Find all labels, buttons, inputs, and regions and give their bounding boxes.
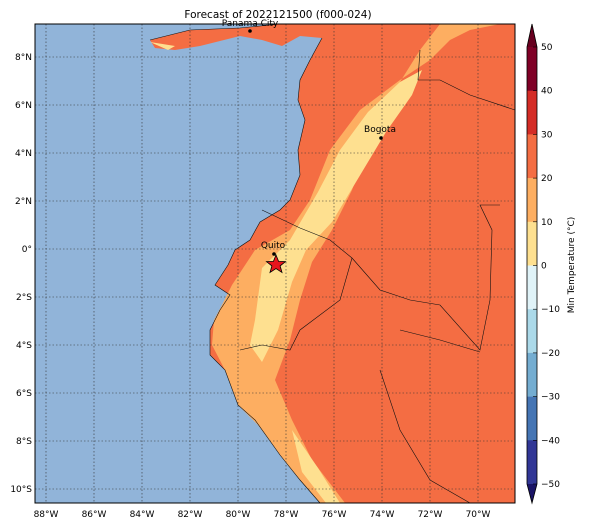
lat-label: 10°S <box>10 485 32 495</box>
lat-label: 4°N <box>15 149 32 159</box>
colorbar-tick-label: 10 <box>541 218 553 228</box>
graticule <box>35 24 515 503</box>
lat-label: 8°S <box>16 437 32 447</box>
lat-label: 4°S <box>16 341 32 351</box>
lon-label: 70°W <box>466 510 491 520</box>
colorbar-band <box>527 221 537 266</box>
colorbar-band <box>527 309 537 354</box>
location-star <box>265 253 287 274</box>
lat-label: 0° <box>22 245 32 255</box>
colorbar-band <box>527 178 537 223</box>
lat-label: 6°S <box>16 389 32 399</box>
colorbar-extend-bottom <box>527 484 537 503</box>
colorbar-tick-label: 20 <box>541 174 553 184</box>
colorbar-tick-label: −50 <box>541 480 560 490</box>
colorbar-tick-label: −10 <box>541 305 560 315</box>
colorbar-tick-label: 40 <box>541 87 553 97</box>
colorbar-tick-label: −30 <box>541 393 560 403</box>
city-dot <box>272 252 276 256</box>
lat-label: 8°N <box>15 53 32 63</box>
lon-label: 82°W <box>178 510 203 520</box>
city-dot <box>379 136 383 140</box>
colorbar-tick-label: 0 <box>541 262 547 272</box>
colorbar-band <box>527 90 537 135</box>
colorbar-band <box>527 396 537 441</box>
colorbar-label: Min Temperature (°C) <box>567 217 577 314</box>
lon-label: 76°W <box>322 510 347 520</box>
colorbar-band <box>527 47 537 91</box>
colorbar-band <box>527 265 537 310</box>
lat-label: 2°S <box>16 293 32 303</box>
colorbar-extend-top <box>527 24 537 47</box>
lat-label: 2°N <box>15 197 32 207</box>
colorbar-band <box>527 134 537 179</box>
lon-label: 74°W <box>370 510 395 520</box>
lon-label: 84°W <box>130 510 155 520</box>
lon-label: 88°W <box>34 510 59 520</box>
coastline <box>149 23 323 504</box>
colorbar: 50 40 30 20 10 0 −10 −20 −30 −40 −50 <box>526 23 560 505</box>
colorbar-tick-label: −20 <box>541 349 560 359</box>
colorbar-tick-label: 30 <box>541 130 553 140</box>
country-border <box>239 49 516 504</box>
lon-label: 86°W <box>82 510 107 520</box>
colorbar-tick-label: 50 <box>541 43 553 53</box>
lon-label: 72°W <box>418 510 443 520</box>
colorbar-band <box>527 440 537 485</box>
city-label: Quito <box>261 241 286 251</box>
map-frame <box>34 23 516 504</box>
city-dot <box>248 29 252 33</box>
title: Forecast of 2022121500 (f000-024) <box>184 9 371 21</box>
colorbar-tick-label: −40 <box>541 436 560 446</box>
lat-label: 6°N <box>15 101 32 111</box>
city-label: Bogota <box>364 125 396 135</box>
map: Panama City Bogota Quito <box>34 19 516 504</box>
lon-label: 78°W <box>274 510 299 520</box>
lon-label: 80°W <box>226 510 251 520</box>
colorbar-band <box>527 352 537 397</box>
